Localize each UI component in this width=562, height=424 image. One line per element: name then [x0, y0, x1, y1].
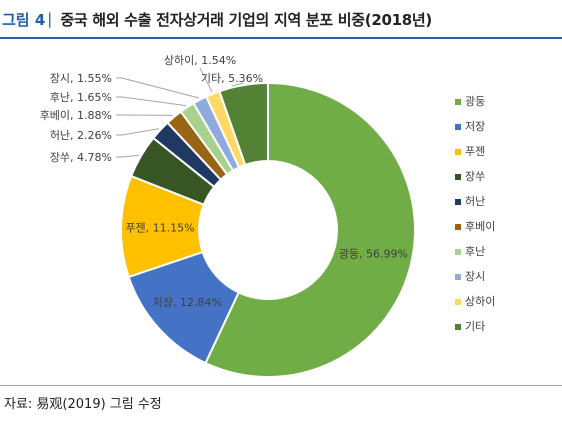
title-divider — [0, 37, 562, 39]
leader-line-장시 — [116, 77, 200, 99]
data-label-푸젠: 푸젠, 11.15% — [125, 221, 194, 234]
slice-광둥 — [204, 81, 416, 378]
source-note: 자료: 易观(2019) 그림 수정 — [4, 397, 162, 412]
donut-chart: 광둥, 56.99% 저장, 12.84% 푸젠, 11.15% 장쑤, 4.78% 허… — [40, 53, 495, 378]
legend-swatch-상하이 — [455, 299, 461, 305]
legend-label-후베이: 후베이 — [465, 220, 495, 233]
legend-swatch-저장 — [455, 124, 461, 130]
data-label-허난: 허난, 2.26% — [50, 129, 112, 142]
data-label-장시: 장시, 1.55% — [50, 72, 112, 85]
legend-swatch-장쑤 — [455, 174, 461, 180]
legend-swatch-광둥 — [455, 99, 461, 105]
legend-swatch-허난 — [455, 199, 461, 205]
legend-label-상하이: 상하이 — [465, 294, 495, 308]
legend-label-저장: 저장 — [465, 120, 485, 133]
figure-title-bar: 그림 4 | 중국 해외 수출 전자상거래 기업의 지역 분포 비중(2018년… — [2, 6, 558, 32]
leader-line-기타 — [231, 82, 244, 87]
legend-swatch-장시 — [455, 274, 461, 280]
legend-label-기타: 기타 — [465, 320, 485, 333]
data-label-기타: 기타, 5.36% — [201, 72, 263, 85]
leader-line-상하이 — [199, 67, 213, 93]
legend-label-장쑤: 장쑤 — [465, 170, 485, 183]
leader-line-후난 — [116, 96, 187, 107]
data-label-후베이: 후베이, 1.88% — [40, 109, 112, 122]
legend-label-광둥: 광둥 — [465, 95, 485, 108]
leader-line-허난 — [116, 128, 159, 136]
legend-label-후난: 후난 — [465, 245, 485, 258]
figure-separator: | — [47, 10, 53, 28]
legend-swatch-푸젠 — [455, 149, 461, 155]
footer-divider — [0, 385, 562, 386]
legend-swatch-후난 — [455, 249, 461, 255]
figure-title: 중국 해외 수출 전자상거래 기업의 지역 분포 비중(2018년) — [60, 10, 432, 29]
leader-line-장쑤 — [116, 154, 140, 158]
figure-label: 그림 4 — [2, 10, 46, 29]
data-label-상하이: 상하이, 1.54% — [164, 53, 236, 67]
legend-label-장시: 장시 — [465, 270, 485, 283]
legend-swatch-기타 — [455, 324, 461, 330]
data-label-장쑤: 장쑤, 4.78% — [50, 151, 112, 164]
data-label-광둥: 광둥, 56.99% — [339, 248, 408, 261]
data-label-저장: 저장, 12.84% — [153, 296, 222, 309]
legend-label-허난: 허난 — [465, 195, 485, 208]
legend-swatch-후베이 — [455, 224, 461, 230]
slice-기타 — [218, 81, 269, 167]
data-label-후난: 후난, 1.65% — [50, 91, 112, 104]
legend-label-푸젠: 푸젠 — [465, 145, 485, 158]
